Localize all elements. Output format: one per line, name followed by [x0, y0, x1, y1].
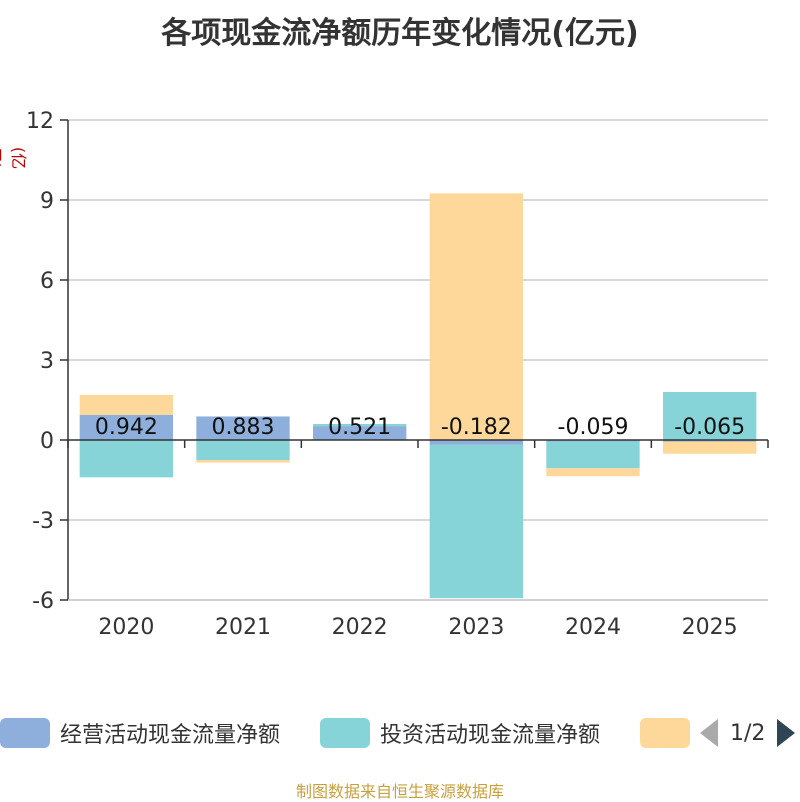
bar-2023-series-1 — [429, 444, 523, 599]
legend-swatch-operating — [0, 718, 50, 748]
legend: 经营活动现金流量净额 投资活动现金流量净额 1/2 — [0, 716, 800, 756]
bar-2021-series-0 — [196, 416, 290, 440]
legend-page-indicator: 1/2 — [730, 720, 766, 746]
chart-title: 各项现金流净额历年变化情况(亿元) — [161, 16, 639, 51]
legend-label-operating: 经营活动现金流量净额 — [60, 723, 281, 748]
legend-item-investing[interactable]: 投资活动现金流量净额 — [320, 716, 600, 750]
bar-2020-series-2 — [79, 394, 173, 415]
x-tick-label-2025: 2025 — [682, 615, 738, 640]
legend-item-operating[interactable]: 经营活动现金流量净额 — [0, 716, 280, 750]
data-labels: 0.942 0.883 0.521 -0.182 -0.059 -0.065 — [95, 415, 745, 440]
y-tick-label: 3 — [40, 349, 54, 374]
bar-2022-series-0 — [313, 426, 407, 440]
y-tick-label: 12 — [26, 109, 54, 134]
x-tick-label-2021: 2021 — [215, 615, 271, 640]
bar-2021-series-2 — [196, 460, 290, 463]
bar-2023-series-2 — [429, 193, 523, 440]
y-tick-label: -6 — [32, 589, 54, 614]
bar-2024-series-0 — [546, 440, 640, 442]
legend-pager: 1/2 — [700, 716, 796, 750]
y-tick-label: -3 — [32, 509, 54, 534]
legend-item-financing[interactable] — [640, 716, 700, 750]
bar-2025-series-2 — [663, 441, 757, 454]
data-source: 制图数据来自恒生聚源数据库 — [295, 782, 504, 801]
grid-lines — [68, 119, 768, 601]
y-tick-label: 0 — [40, 429, 54, 454]
legend-swatch-financing — [640, 718, 690, 748]
bar-2020-series-0 — [79, 414, 173, 440]
bars — [79, 193, 757, 599]
x-tick-label-2022: 2022 — [332, 615, 388, 640]
data-label-2022: 0.521 — [328, 415, 391, 440]
data-label-2020: 0.942 — [95, 415, 158, 440]
bar-2023-series-0 — [429, 440, 523, 445]
x-tick-label-2023: 2023 — [448, 615, 504, 640]
bar-2021-series-1 — [196, 440, 290, 460]
data-label-2023: -0.182 — [441, 415, 512, 440]
y-tick-label: 9 — [40, 189, 54, 214]
data-label-2024: -0.059 — [558, 415, 629, 440]
x-tick-label-2020: 2020 — [98, 615, 154, 640]
y-tick-label: 6 — [40, 269, 54, 294]
data-label-2021: 0.883 — [212, 415, 275, 440]
bar-2025-series-1 — [663, 392, 757, 440]
bar-2022-series-1 — [313, 423, 407, 427]
bar-2025-series-0 — [663, 440, 757, 442]
data-label-2025: -0.065 — [674, 415, 745, 440]
bar-2020-series-1 — [79, 440, 173, 478]
chart-svg: -6 -3 0 3 6 9 12 2020 2021 2022 2023 2024 2025 0.942… — [26, 109, 769, 640]
legend-label-investing: 投资活动现金流量净额 — [380, 723, 601, 748]
bar-2024-series-2 — [546, 468, 640, 477]
legend-next-icon[interactable] — [777, 719, 796, 747]
legend-prev-icon[interactable] — [700, 719, 718, 747]
axes: -6 -3 0 3 6 9 12 2020 2021 2022 2023 2024 2025 — [26, 109, 769, 640]
legend-swatch-investing — [320, 718, 370, 748]
bar-2024-series-1 — [546, 441, 640, 469]
x-tick-label-2024: 2024 — [565, 615, 621, 640]
